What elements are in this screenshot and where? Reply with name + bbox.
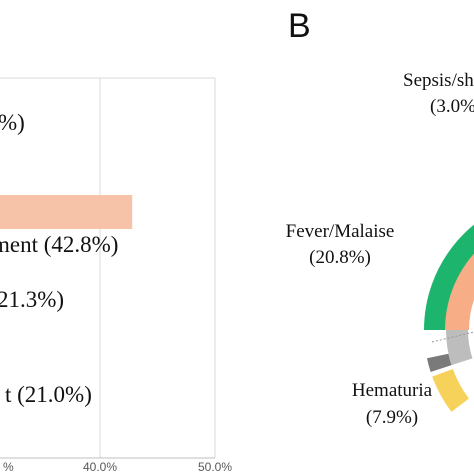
donut-yellow-segment <box>432 368 470 412</box>
x-tick-labels: % 40.0% 50.0% <box>3 460 232 474</box>
x-tick-label-0: 40.0% <box>83 460 117 474</box>
bar-label-3: t (21.0%) <box>5 382 92 407</box>
donut-inner-peach-segment <box>445 253 474 331</box>
donut-annotation-0-line1: Sepsis/sh <box>403 70 474 91</box>
leader-line <box>431 331 474 343</box>
donut-gray-dark-segment <box>426 353 452 373</box>
donut-annotation-2-line2: (7.9%) <box>366 407 418 428</box>
donut-annotation-0-line2: (3.0%) <box>430 96 474 117</box>
bar-labels: %) ment (42.8%) 21.3%) t (21.0%) <box>0 110 118 407</box>
panel-label-b: B <box>288 7 311 45</box>
x-tick-label-1: 50.0% <box>198 460 232 474</box>
donut-outer-green-segment <box>424 224 474 331</box>
panel-b-donut-chart: B Sepsis/sh (3.0%) Fever/Malaise (20.8%) Hem… <box>286 7 474 428</box>
donut-annotation-1-line1: Fever/Malaise <box>286 221 395 242</box>
bar-label-2: 21.3%) <box>0 287 64 312</box>
donut-annotation-1-line2: (20.8%) <box>309 247 371 268</box>
donut-annotations: Sepsis/sh (3.0%) Fever/Malaise (20.8%) Hemat… <box>286 70 474 428</box>
bar-treatment <box>0 195 133 229</box>
x-tick-label-partial: % <box>3 460 14 474</box>
donut-gray-light-segment <box>445 329 473 366</box>
bar-label-1: ment (42.8%) <box>0 232 118 257</box>
donut-annotation-2-line1: Hematuria <box>352 380 433 401</box>
bar-label-0: %) <box>0 110 25 135</box>
panel-a-bar-chart: %) ment (42.8%) 21.3%) t (21.0%) % 40.0% 50.0… <box>0 77 232 474</box>
